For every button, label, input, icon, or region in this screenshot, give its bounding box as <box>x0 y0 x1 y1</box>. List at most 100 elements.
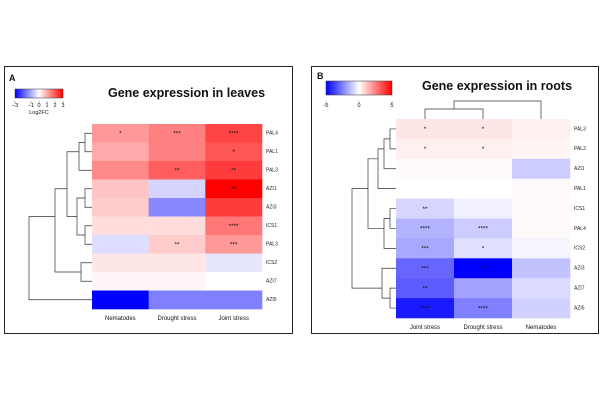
leaves-significance-mark: * <box>232 149 235 156</box>
roots-cell <box>454 238 513 259</box>
roots-column-label: Drought stress <box>463 325 502 331</box>
roots-dendrogram <box>351 100 542 309</box>
roots-significance-mark: *** <box>421 265 429 272</box>
leaves-colorbar <box>14 88 64 99</box>
roots-significance-mark: **** <box>478 305 489 312</box>
roots-row-label: AZI7 <box>574 285 585 291</box>
leaves-significance-mark: * <box>119 130 122 137</box>
roots-dendrogram-branch <box>367 158 384 229</box>
roots-cell <box>512 198 571 219</box>
panel-b-label: B <box>317 71 324 81</box>
leaves-cell <box>148 124 206 143</box>
panel-a-title: Gene expression in leaves <box>108 86 266 100</box>
roots-row-label: AZI1 <box>574 166 585 172</box>
roots-cell <box>512 158 571 179</box>
roots-cell <box>454 138 513 160</box>
leaves-row-label: AZI7 <box>266 279 277 285</box>
roots-dendrogram-branch <box>383 138 396 170</box>
roots-cell <box>454 258 513 279</box>
roots-dendrogram-branch <box>351 188 382 289</box>
roots-dendrogram-branch <box>389 208 396 229</box>
roots-dendrogram-branch <box>377 148 396 190</box>
roots-cell <box>454 198 513 219</box>
roots-significance-mark: ** <box>422 285 428 292</box>
leaves-cell <box>92 290 149 310</box>
roots-significance-mark: * <box>482 146 485 153</box>
panel-b-roots: B Gene expression in roots * * * * ** **** ***… <box>311 66 599 334</box>
leaves-row-label: ICS2 <box>266 260 277 266</box>
leaves-row-label: ICS1 <box>266 223 277 229</box>
heatmap-roots: * ** ******* ******* **** ******** ****PAL3PAL… <box>324 80 586 331</box>
roots-significance-mark: * <box>424 146 427 153</box>
leaves-cell <box>205 161 263 180</box>
roots-colorbar-tick-label: -5 <box>324 103 329 109</box>
leaves-colorbar-label: Log2FC <box>29 110 49 116</box>
leaves-cell <box>92 198 149 217</box>
roots-dendrogram-branch <box>383 218 396 249</box>
roots-cell <box>512 298 571 319</box>
roots-cell <box>512 258 571 279</box>
leaves-cell <box>148 179 206 199</box>
roots-significance-mark: *** <box>421 246 429 253</box>
leaves-column-label: Joint stress <box>218 316 248 322</box>
leaves-cell <box>205 142 263 162</box>
leaves-colorbar-tick-label: −3 <box>12 103 18 109</box>
roots-cell <box>512 278 571 299</box>
leaves-dendrogram <box>28 132 92 301</box>
roots-cell <box>512 218 571 239</box>
roots-cell <box>454 278 513 299</box>
leaves-dendrogram-branch <box>84 225 92 245</box>
roots-row-label: PAL1 <box>574 186 586 192</box>
leaves-colorbar-tick-label: 1 <box>45 103 48 109</box>
panel-b-title: Gene expression in roots <box>422 79 573 93</box>
leaves-cell <box>92 253 149 273</box>
roots-cell <box>512 178 571 199</box>
leaves-cell <box>92 124 149 143</box>
roots-cell <box>396 218 455 239</box>
roots-cell <box>396 119 455 140</box>
leaves-colorbar-tick-label: 0 <box>37 103 40 109</box>
leaves-dendrogram-branch <box>76 197 85 236</box>
leaves-column-label: Nematodes <box>105 316 136 322</box>
leaves-row-label: AZI3 <box>266 205 277 211</box>
leaves-significance-mark: **** <box>229 130 240 137</box>
leaves-dendrogram-branch <box>66 151 79 217</box>
leaves-significance-mark: ** <box>231 167 237 174</box>
leaves-significance-mark: *** <box>173 130 181 137</box>
roots-row-label: PAL3 <box>574 126 586 132</box>
leaves-dendrogram-branch <box>78 142 92 171</box>
roots-cell <box>454 119 513 140</box>
leaves-row-label: PAL3 <box>266 242 278 248</box>
leaves-cell <box>148 216 206 236</box>
roots-significance-mark: **** <box>420 305 431 312</box>
leaves-cell <box>92 235 149 254</box>
roots-dendrogram-branch <box>389 287 396 309</box>
roots-column-label: Nematodes <box>526 325 557 331</box>
leaves-significance-mark: **** <box>229 223 240 230</box>
leaves-cell <box>148 290 206 310</box>
leaves-cell <box>205 198 263 217</box>
roots-colorbar <box>325 80 393 96</box>
leaves-row-label: PAL4 <box>266 131 278 137</box>
roots-dendrogram-branch <box>424 108 484 119</box>
roots-colorbar-tick-label: 5 <box>390 103 393 109</box>
roots-cell <box>396 198 455 219</box>
roots-cell <box>454 158 513 179</box>
leaves-dendrogram-branch <box>80 262 92 282</box>
roots-cell <box>512 138 571 160</box>
roots-significance-mark: * <box>482 246 485 253</box>
leaves-dendrogram-branch <box>28 216 92 301</box>
leaves-significance-mark: ** <box>174 167 180 174</box>
leaves-significance-mark: *** <box>230 241 238 248</box>
leaves-column-label: Drought stress <box>157 316 196 322</box>
roots-dendrogram-branch <box>389 128 396 150</box>
roots-significance-mark: **** <box>478 226 489 233</box>
roots-cell <box>396 298 455 319</box>
roots-significance-mark: * <box>424 126 427 133</box>
roots-row-label: ICS2 <box>574 246 585 252</box>
leaves-row-label: PAL3 <box>266 168 278 174</box>
roots-cell <box>512 119 571 140</box>
panel-a-label: A <box>9 73 16 83</box>
roots-row-label: ICS1 <box>574 206 585 212</box>
leaves-dendrogram-branch <box>84 132 92 153</box>
